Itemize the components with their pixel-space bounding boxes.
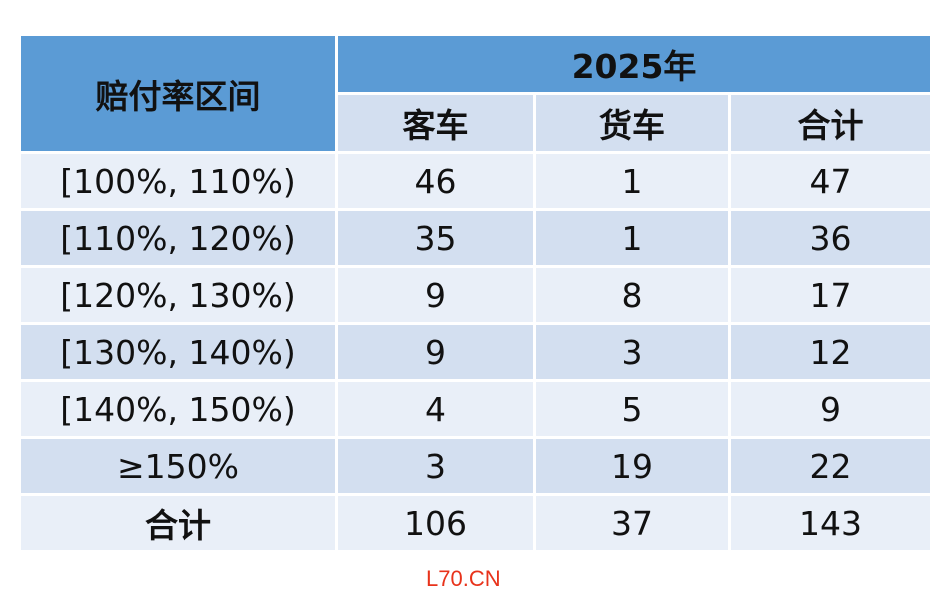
table-row: [100%, 110%) 46 1 47 (18, 151, 934, 211)
truck-cell: 3 (533, 322, 731, 382)
table-row: [130%, 140%) 9 3 12 (18, 322, 934, 382)
total-cell: 47 (727, 151, 934, 211)
table-row: [120%, 130%) 9 8 17 (18, 265, 934, 325)
total-row-label: 合计 (18, 493, 338, 553)
total-truck-cell: 37 (533, 493, 731, 553)
watermark: L70.CN (426, 566, 501, 591)
truck-cell: 1 (533, 208, 731, 268)
bus-cell: 9 (335, 265, 536, 325)
range-cell: [110%, 120%) (18, 208, 338, 268)
total-bus-cell: 106 (335, 493, 536, 553)
total-total-cell: 143 (727, 493, 934, 553)
bus-cell: 46 (335, 151, 536, 211)
total-cell: 22 (727, 436, 934, 496)
range-cell: [120%, 130%) (18, 265, 338, 325)
truck-cell: 5 (533, 379, 731, 439)
table-row: [140%, 150%) 4 5 9 (18, 379, 934, 439)
table-row: ≥150% 3 19 22 (18, 436, 934, 496)
claims-ratio-table: 赔付率区间 2025年 客车 货车 合计 [100%, 110%) 46 1 4… (18, 33, 934, 553)
range-cell: [130%, 140%) (18, 322, 338, 382)
bus-cell: 3 (335, 436, 536, 496)
total-cell: 9 (727, 379, 934, 439)
total-cell: 12 (727, 322, 934, 382)
range-cell: [100%, 110%) (18, 151, 338, 211)
truck-cell: 19 (533, 436, 731, 496)
total-cell: 36 (727, 208, 934, 268)
total-row: 合计 106 37 143 (18, 493, 934, 553)
header-range-label: 赔付率区间 (18, 33, 338, 154)
truck-cell: 8 (533, 265, 731, 325)
header-bus: 客车 (335, 92, 536, 154)
bus-cell: 9 (335, 322, 536, 382)
header-total: 合计 (727, 92, 934, 154)
table-row: [110%, 120%) 35 1 36 (18, 208, 934, 268)
range-cell: ≥150% (18, 436, 338, 496)
truck-cell: 1 (533, 151, 731, 211)
total-cell: 17 (727, 265, 934, 325)
bus-cell: 4 (335, 379, 536, 439)
header-year: 2025年 (334, 33, 934, 95)
header-truck: 货车 (533, 92, 731, 154)
range-cell: [140%, 150%) (18, 379, 338, 439)
bus-cell: 35 (335, 208, 536, 268)
